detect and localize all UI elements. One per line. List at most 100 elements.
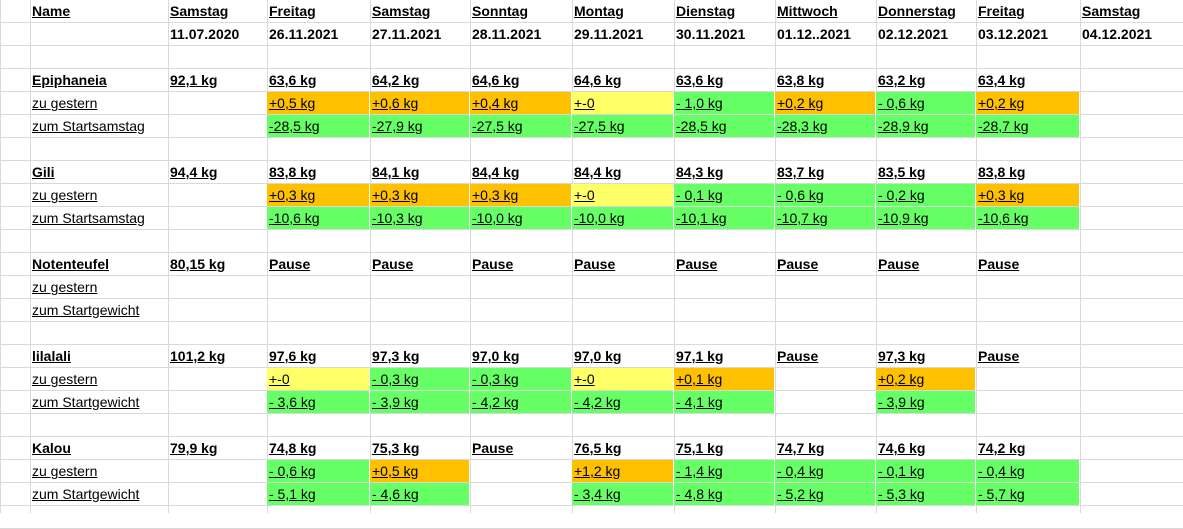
header-day-cell[interactable]: Mittwoch bbox=[777, 3, 838, 19]
diff-prev-cell[interactable]: +0,4 kg bbox=[470, 92, 571, 114]
diff-start-cell[interactable]: -27,9 kg bbox=[370, 115, 469, 137]
row-label-cell[interactable]: zu gestern bbox=[32, 463, 98, 479]
diff-prev-cell[interactable] bbox=[168, 276, 266, 298]
header-date-cell[interactable]: 30.11.2021 bbox=[676, 26, 746, 42]
weight-cell[interactable]: 84,1 kg bbox=[372, 164, 420, 180]
diff-start-cell[interactable]: -10,9 kg bbox=[876, 207, 975, 229]
diff-prev-cell[interactable] bbox=[1080, 92, 1182, 114]
weight-cell[interactable]: 83,5 kg bbox=[878, 164, 926, 180]
diff-start-cell[interactable]: -10,1 kg bbox=[674, 207, 774, 229]
weight-cell[interactable]: 83,8 kg bbox=[978, 164, 1026, 180]
diff-prev-cell[interactable] bbox=[775, 368, 875, 390]
diff-prev-cell[interactable] bbox=[876, 276, 975, 298]
diff-prev-cell[interactable]: - 0,2 kg bbox=[876, 184, 975, 206]
weight-cell[interactable] bbox=[1080, 437, 1182, 459]
person-name-cell[interactable]: Kalou bbox=[32, 440, 71, 456]
weight-cell[interactable]: 80,15 kg bbox=[170, 256, 226, 272]
diff-start-cell[interactable] bbox=[267, 299, 369, 321]
weight-cell[interactable]: 79,9 kg bbox=[170, 440, 218, 456]
diff-start-cell[interactable]: -10,3 kg bbox=[370, 207, 469, 229]
header-day-cell[interactable]: Samstag bbox=[170, 3, 229, 19]
diff-prev-cell[interactable]: - 0,4 kg bbox=[775, 460, 875, 482]
weight-cell[interactable]: 84,4 kg bbox=[574, 164, 622, 180]
weight-cell[interactable]: Pause bbox=[978, 256, 1020, 272]
diff-prev-cell[interactable]: +0,3 kg bbox=[267, 184, 369, 206]
diff-start-cell[interactable] bbox=[775, 299, 875, 321]
diff-start-cell[interactable]: - 3,4 kg bbox=[572, 483, 673, 505]
weight-cell[interactable]: 74,6 kg bbox=[878, 440, 926, 456]
weight-cell[interactable] bbox=[1080, 69, 1182, 91]
diff-start-cell[interactable]: - 5,2 kg bbox=[775, 483, 875, 505]
diff-prev-cell[interactable] bbox=[370, 276, 469, 298]
header-day-cell[interactable]: Freitag bbox=[978, 3, 1025, 19]
diff-start-cell[interactable] bbox=[976, 391, 1079, 413]
diff-start-cell[interactable]: - 5,7 kg bbox=[976, 483, 1079, 505]
weight-cell[interactable]: 94,4 kg bbox=[170, 164, 218, 180]
weight-cell[interactable]: Pause bbox=[777, 256, 819, 272]
diff-start-cell[interactable] bbox=[1080, 391, 1182, 413]
row-label-cell[interactable]: zu gestern bbox=[32, 279, 98, 295]
diff-start-cell[interactable]: -28,7 kg bbox=[976, 115, 1079, 137]
weight-cell[interactable]: Pause bbox=[777, 348, 819, 364]
weight-cell[interactable]: 83,7 kg bbox=[777, 164, 825, 180]
diff-start-cell[interactable]: -10,0 kg bbox=[470, 207, 571, 229]
weight-cell[interactable]: Pause bbox=[472, 256, 514, 272]
diff-prev-cell[interactable] bbox=[168, 92, 266, 114]
diff-start-cell[interactable]: - 4,1 kg bbox=[674, 391, 774, 413]
diff-prev-cell[interactable]: +0,3 kg bbox=[976, 184, 1079, 206]
weight-cell[interactable]: 101,2 kg bbox=[170, 348, 226, 364]
weight-cell[interactable]: 84,3 kg bbox=[676, 164, 724, 180]
diff-start-cell[interactable]: -10,0 kg bbox=[572, 207, 673, 229]
weight-cell[interactable]: Pause bbox=[372, 256, 414, 272]
weight-cell[interactable]: 64,6 kg bbox=[574, 72, 622, 88]
header-date-cell[interactable]: 26.11.2021 bbox=[269, 26, 339, 42]
diff-prev-cell[interactable]: - 0,1 kg bbox=[876, 460, 975, 482]
diff-prev-cell[interactable]: - 0,6 kg bbox=[775, 184, 875, 206]
weight-cell[interactable]: Pause bbox=[676, 256, 718, 272]
weight-cell[interactable]: 97,0 kg bbox=[472, 348, 520, 364]
diff-start-cell[interactable] bbox=[876, 299, 975, 321]
header-day-cell[interactable]: Samstag bbox=[372, 3, 431, 19]
diff-start-cell[interactable] bbox=[1080, 483, 1182, 505]
diff-start-cell[interactable] bbox=[1080, 207, 1182, 229]
diff-start-cell[interactable]: - 3,9 kg bbox=[876, 391, 975, 413]
diff-prev-cell[interactable]: - 1,4 kg bbox=[674, 460, 774, 482]
diff-start-cell[interactable]: - 5,3 kg bbox=[876, 483, 975, 505]
diff-start-cell[interactable]: -28,9 kg bbox=[876, 115, 975, 137]
diff-start-cell[interactable] bbox=[1080, 299, 1182, 321]
weight-cell[interactable]: 74,7 kg bbox=[777, 440, 825, 456]
person-name-cell[interactable]: Gili bbox=[32, 164, 55, 180]
diff-prev-cell[interactable]: - 0,4 kg bbox=[976, 460, 1079, 482]
header-name-cell[interactable]: Name bbox=[32, 3, 71, 19]
diff-prev-cell[interactable]: - 0,1 kg bbox=[674, 184, 774, 206]
person-name-cell[interactable]: Epiphaneia bbox=[32, 72, 107, 88]
header-date-cell[interactable]: 04.12.2021 bbox=[1082, 26, 1153, 42]
diff-prev-cell[interactable] bbox=[1080, 368, 1182, 390]
diff-prev-cell[interactable]: - 0,6 kg bbox=[876, 92, 975, 114]
diff-prev-cell[interactable]: +0,2 kg bbox=[775, 92, 875, 114]
diff-prev-cell[interactable]: +0,3 kg bbox=[470, 184, 571, 206]
weight-cell[interactable]: 83,8 kg bbox=[269, 164, 317, 180]
weight-cell[interactable] bbox=[1080, 253, 1182, 275]
diff-start-cell[interactable]: - 4,8 kg bbox=[674, 483, 774, 505]
diff-start-cell[interactable]: -27,5 kg bbox=[470, 115, 571, 137]
diff-start-cell[interactable] bbox=[674, 299, 774, 321]
diff-prev-cell[interactable] bbox=[775, 276, 875, 298]
header-day-cell[interactable]: Montag bbox=[574, 3, 624, 19]
diff-prev-cell[interactable]: +0,3 kg bbox=[370, 184, 469, 206]
diff-prev-cell[interactable]: - 0,3 kg bbox=[370, 368, 469, 390]
diff-prev-cell[interactable] bbox=[572, 276, 673, 298]
weight-cell[interactable]: 97,6 kg bbox=[269, 348, 317, 364]
weight-cell[interactable]: 84,4 kg bbox=[472, 164, 520, 180]
header-date-cell[interactable]: 27.11.2021 bbox=[372, 26, 442, 42]
weight-cell[interactable]: 63,6 kg bbox=[269, 72, 317, 88]
diff-start-cell[interactable]: -10,7 kg bbox=[775, 207, 875, 229]
diff-start-cell[interactable]: -28,5 kg bbox=[674, 115, 774, 137]
row-label-cell[interactable]: zu gestern bbox=[32, 187, 98, 203]
weight-cell[interactable]: 63,2 kg bbox=[878, 72, 926, 88]
diff-start-cell[interactable]: - 4,6 kg bbox=[370, 483, 469, 505]
weight-cell[interactable]: 97,3 kg bbox=[878, 348, 926, 364]
diff-prev-cell[interactable] bbox=[674, 276, 774, 298]
weight-cell[interactable]: 97,0 kg bbox=[574, 348, 622, 364]
diff-start-cell[interactable] bbox=[168, 115, 266, 137]
